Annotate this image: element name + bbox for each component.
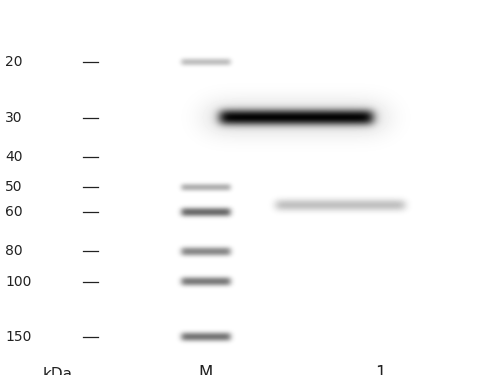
Text: 100: 100 (5, 274, 32, 289)
Text: 20: 20 (5, 56, 22, 69)
Text: M: M (199, 364, 213, 375)
Text: 50: 50 (5, 180, 22, 194)
Text: 150: 150 (5, 330, 32, 344)
Text: 60: 60 (5, 205, 22, 219)
Text: 1: 1 (374, 364, 386, 375)
Text: 80: 80 (5, 244, 22, 258)
Text: 40: 40 (5, 150, 22, 164)
Text: kDa: kDa (42, 367, 72, 375)
Text: 30: 30 (5, 111, 22, 125)
